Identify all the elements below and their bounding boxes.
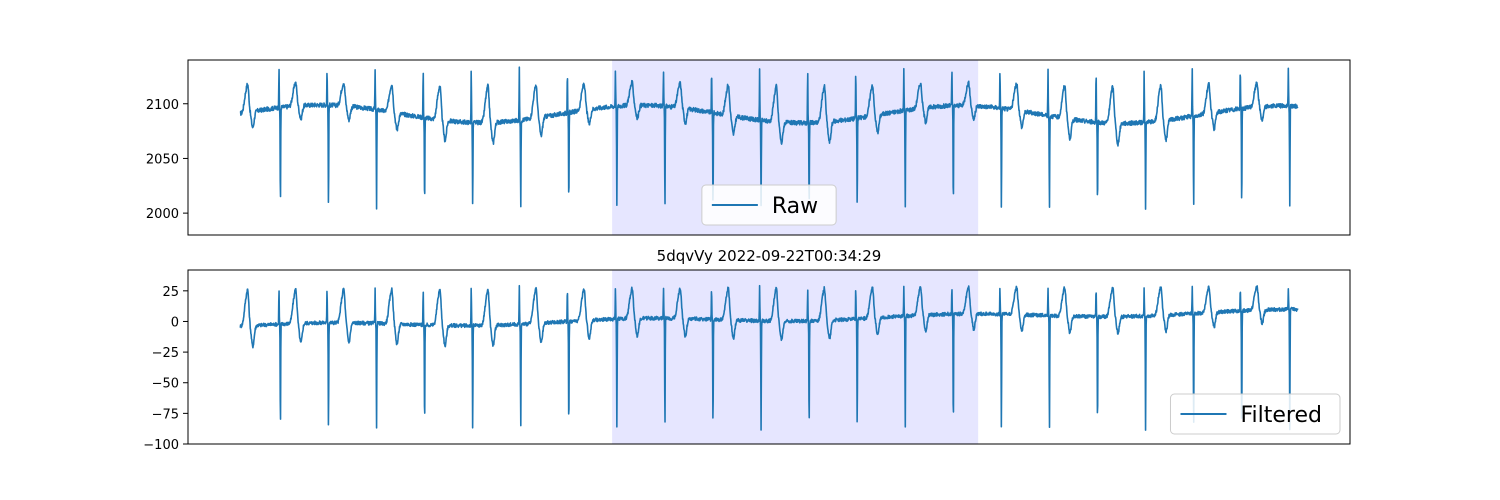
filtered-panel: −100 −75 −50 −25 0 25 Filtered (143, 269, 1351, 453)
filtered-y-ticks: −100 −75 −50 −25 0 25 (143, 285, 188, 453)
raw-legend: Raw (701, 184, 837, 226)
y-tick-label: −25 (152, 346, 179, 361)
raw-axes-frame (187, 59, 1351, 236)
y-tick-label: −100 (143, 438, 179, 453)
y-tick-label: 2000 (146, 207, 179, 222)
raw-y-ticks: 2000 2050 2100 (146, 98, 188, 222)
y-tick-label: 25 (162, 285, 179, 300)
raw-panel: 2000 2050 2100 Raw (146, 59, 1351, 236)
raw-legend-label: Raw (772, 194, 818, 219)
filtered-series-line (239, 284, 1299, 431)
filtered-panel-title: 5dqvVy 2022-09-22T00:34:29 (657, 247, 882, 265)
y-tick-label: 2050 (146, 152, 179, 167)
y-tick-label: 2100 (146, 98, 179, 113)
raw-legend-box (701, 184, 837, 226)
y-tick-label: −75 (152, 407, 179, 422)
filtered-highlight-span (612, 270, 979, 444)
filtered-legend-box (1169, 393, 1341, 435)
filtered-axes-frame (187, 269, 1351, 445)
y-tick-label: 0 (171, 315, 179, 330)
y-tick-label: −50 (152, 377, 179, 392)
raw-series-line (239, 66, 1299, 210)
filtered-legend: Filtered (1169, 393, 1341, 435)
filtered-legend-label: Filtered (1240, 403, 1322, 428)
